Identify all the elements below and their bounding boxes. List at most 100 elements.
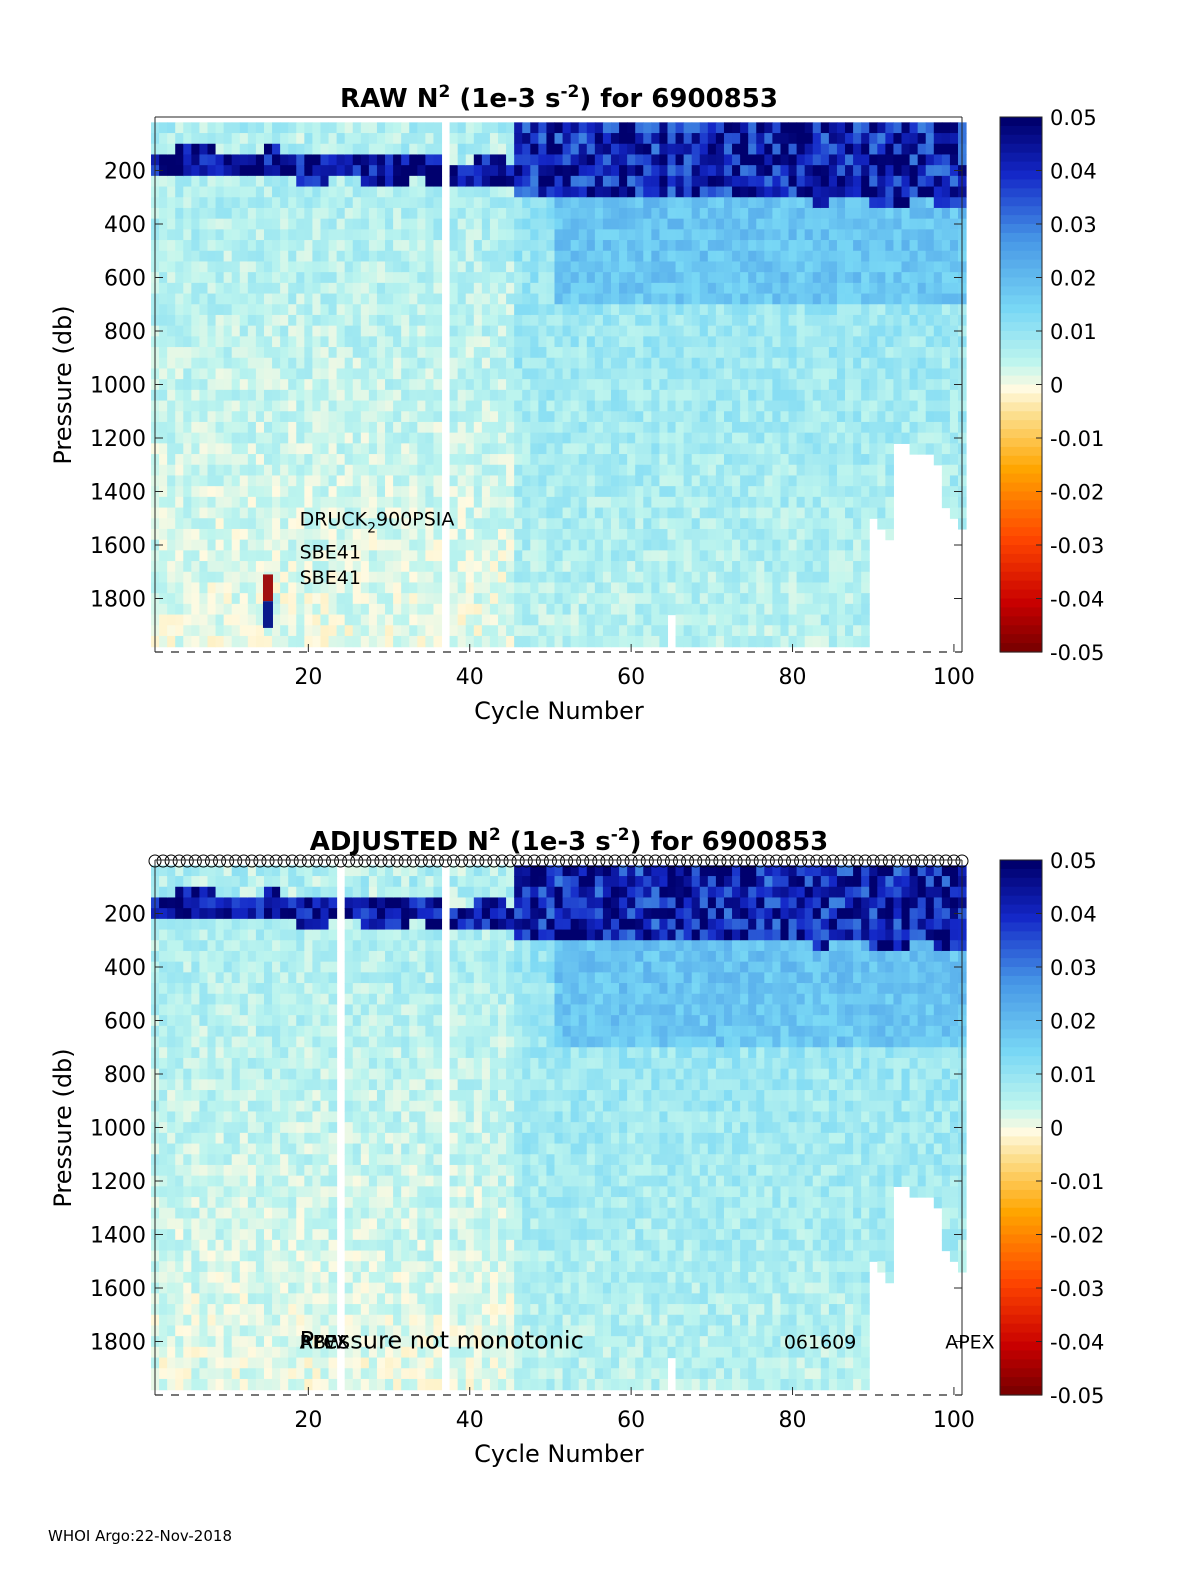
heatmap-cell	[328, 379, 338, 391]
heatmap-cell	[344, 389, 354, 402]
heatmap-cell	[812, 389, 822, 402]
heatmap-cell	[651, 240, 660, 252]
heatmap-cell	[360, 347, 370, 359]
heatmap-cell	[255, 347, 265, 359]
heatmap-cell	[643, 475, 652, 487]
heatmap-cell	[336, 165, 346, 177]
heatmap-cell	[207, 539, 217, 551]
heatmap-cell	[207, 603, 217, 616]
heatmap-cell	[562, 304, 572, 316]
heatmap-cell	[869, 293, 878, 305]
heatmap-cell	[231, 550, 241, 562]
heatmap-cell	[764, 282, 773, 295]
heatmap-cell	[401, 304, 410, 316]
heatmap-cell	[385, 314, 394, 327]
heatmap-cell	[433, 400, 443, 412]
heatmap-cell	[861, 379, 870, 391]
heatmap-cell	[756, 240, 765, 252]
heatmap-cell	[360, 207, 370, 220]
heatmap-cell	[449, 400, 459, 412]
heatmap-cell	[853, 507, 862, 519]
heatmap-cell	[207, 507, 217, 519]
heatmap-cell	[320, 379, 330, 391]
heatmap-cell	[546, 635, 556, 648]
heatmap-cell	[659, 539, 669, 551]
heatmap-cell	[263, 175, 273, 188]
heatmap-cell	[183, 282, 192, 295]
heatmap-cell	[578, 475, 588, 487]
heatmap-cell	[167, 950, 176, 963]
heatmap-cell	[836, 336, 846, 348]
heatmap-cell	[376, 421, 386, 434]
heatmap-cell	[312, 261, 321, 273]
heatmap-cell	[667, 282, 677, 295]
heatmap-cell	[756, 154, 765, 166]
heatmap-cell	[489, 582, 499, 594]
heatmap-cell	[255, 561, 265, 573]
heatmap-cell	[748, 272, 757, 284]
heatmap-cell	[764, 336, 773, 348]
heatmap-cell	[619, 582, 628, 594]
heatmap-cell	[530, 379, 539, 391]
heatmap-cell	[635, 486, 644, 498]
heatmap-cell	[732, 165, 741, 177]
heatmap-cell	[667, 143, 677, 156]
heatmap-cell	[247, 625, 257, 637]
heatmap-cell	[522, 314, 531, 327]
heatmap-cell	[506, 368, 515, 380]
heatmap-cell	[885, 379, 894, 391]
heatmap-cell	[409, 336, 418, 348]
heatmap-cell	[683, 122, 693, 134]
heatmap-cell	[635, 496, 644, 509]
heatmap-cell	[602, 625, 612, 637]
heatmap-cell	[199, 528, 209, 541]
heatmap-cell	[506, 218, 515, 230]
heatmap-cell	[255, 272, 265, 284]
heatmap-cell	[893, 379, 903, 391]
heatmap-cell	[465, 133, 475, 145]
heatmap-cell	[796, 250, 806, 263]
heatmap-cell	[901, 165, 911, 177]
heatmap-cell	[586, 582, 596, 594]
colorbar-cell	[1000, 545, 1042, 555]
heatmap-cell	[570, 336, 580, 348]
heatmap-cell	[772, 518, 781, 530]
heatmap-cell	[215, 304, 225, 316]
heatmap-cell	[263, 443, 273, 455]
heatmap-cell	[780, 379, 790, 391]
heatmap-cell	[836, 625, 846, 637]
heatmap-cell	[506, 261, 515, 273]
heatmap-cell	[433, 475, 443, 487]
heatmap-cell	[675, 175, 685, 188]
heatmap-cell	[602, 304, 612, 316]
heatmap-cell	[586, 250, 596, 263]
heatmap-cell	[554, 528, 564, 541]
heatmap-cell	[643, 443, 652, 455]
heatmap-cell	[740, 336, 749, 348]
heatmap-cell	[320, 122, 330, 134]
y-tick-label: 1200	[90, 427, 146, 452]
heatmap-cell	[247, 325, 257, 337]
heatmap-cell	[619, 614, 628, 626]
heatmap-cell	[223, 561, 233, 573]
heatmap-cell	[183, 593, 192, 605]
heatmap-cell	[675, 325, 685, 337]
y-tick-label: 400	[104, 213, 146, 238]
heatmap-cell	[159, 240, 168, 252]
heatmap-cell	[651, 614, 660, 626]
heatmap-cell	[376, 379, 386, 391]
heatmap-cell	[296, 122, 305, 134]
heatmap-cell	[263, 357, 273, 370]
heatmap-cell	[723, 175, 733, 188]
colorbar-cell	[1000, 268, 1042, 279]
heatmap-cell	[522, 347, 531, 359]
heatmap-cell	[933, 411, 943, 423]
heatmap-cell	[425, 368, 434, 380]
heatmap-cell	[328, 389, 338, 402]
heatmap-cell	[861, 582, 870, 594]
heatmap-cell	[828, 432, 838, 444]
heatmap-cell	[562, 186, 572, 198]
heatmap-cell	[425, 475, 434, 487]
heatmap-cell	[433, 411, 443, 423]
heatmap-cell	[489, 635, 499, 648]
